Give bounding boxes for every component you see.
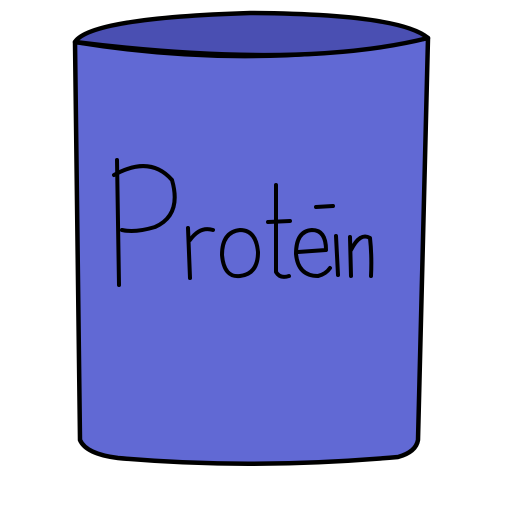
protein-label-text: Protein — [82, 187, 397, 292]
protein-label-handwriting — [112, 158, 374, 287]
tub-lid — [72, 10, 431, 58]
